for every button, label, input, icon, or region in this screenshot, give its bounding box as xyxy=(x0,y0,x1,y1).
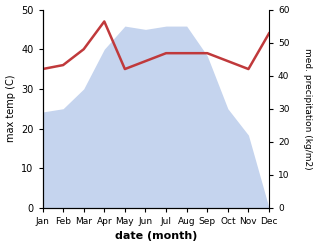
Y-axis label: max temp (C): max temp (C) xyxy=(5,75,16,143)
Y-axis label: med. precipitation (kg/m2): med. precipitation (kg/m2) xyxy=(303,48,313,169)
X-axis label: date (month): date (month) xyxy=(114,231,197,242)
